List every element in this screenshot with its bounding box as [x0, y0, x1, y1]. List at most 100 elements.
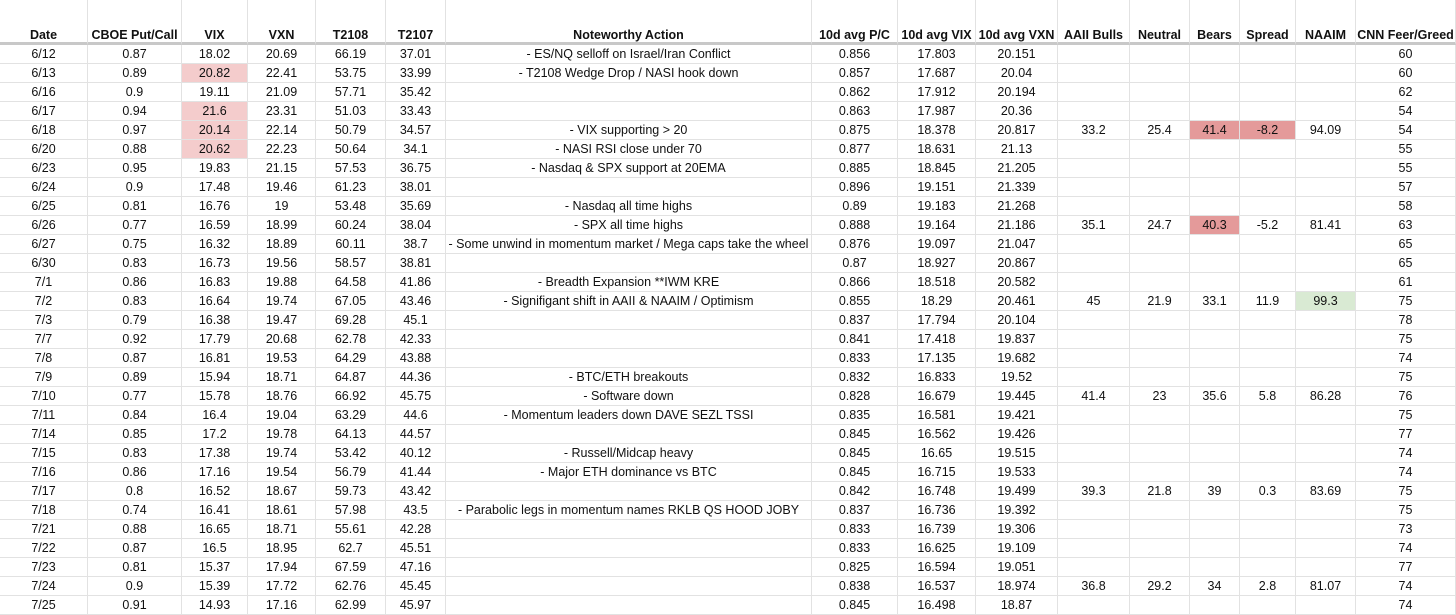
table-cell: 7/10: [0, 387, 88, 406]
table-cell: 16.76: [182, 197, 248, 216]
table-cell: 64.58: [316, 273, 386, 292]
table-cell: 64.87: [316, 368, 386, 387]
table-cell: [1058, 501, 1130, 520]
table-cell: 59.73: [316, 482, 386, 501]
table-cell: [1240, 368, 1296, 387]
table-cell: 17.79: [182, 330, 248, 349]
header-cell: T2108: [316, 0, 386, 45]
table-cell: 0.828: [812, 387, 898, 406]
table-cell: [1058, 349, 1130, 368]
table-cell: 58.57: [316, 254, 386, 273]
table-cell: 45.1: [386, 311, 446, 330]
table-cell: 19.47: [248, 311, 316, 330]
table-cell: - ES/NQ selloff on Israel/Iran Conflict: [446, 45, 812, 64]
table-cell: 21.15: [248, 159, 316, 178]
table-cell: 7/2: [0, 292, 88, 311]
table-cell: 69.28: [316, 311, 386, 330]
table-cell: 73: [1356, 520, 1456, 539]
table-cell: 0.79: [88, 311, 182, 330]
table-cell: 19.11: [182, 83, 248, 102]
table-cell: [446, 102, 812, 121]
table-cell: 33.1: [1190, 292, 1240, 311]
table-cell: [1130, 539, 1190, 558]
table-cell: 16.625: [898, 539, 976, 558]
table-cell: 19.56: [248, 254, 316, 273]
table-cell: 23: [1130, 387, 1190, 406]
table-cell: 18.29: [898, 292, 976, 311]
table-cell: 25.4: [1130, 121, 1190, 140]
table-cell: 74: [1356, 539, 1456, 558]
table-cell: [1296, 558, 1356, 577]
table-cell: [1190, 178, 1240, 197]
table-cell: 39.3: [1058, 482, 1130, 501]
table-cell: 62.7: [316, 539, 386, 558]
table-cell: 33.2: [1058, 121, 1130, 140]
table-cell: 99.3: [1296, 292, 1356, 311]
table-cell: 16.83: [182, 273, 248, 292]
table-cell: 0.87: [812, 254, 898, 273]
table-cell: 29.2: [1130, 577, 1190, 596]
table-cell: 6/16: [0, 83, 88, 102]
table-cell: 0.94: [88, 102, 182, 121]
table-cell: 55: [1356, 159, 1456, 178]
table-cell: 5.8: [1240, 387, 1296, 406]
table-cell: [1058, 463, 1130, 482]
table-cell: 0.856: [812, 45, 898, 64]
table-cell: 17.16: [248, 596, 316, 615]
table-cell: - Russell/Midcap heavy: [446, 444, 812, 463]
table-cell: 20.68: [248, 330, 316, 349]
table-cell: [1240, 45, 1296, 64]
table-cell: 7/7: [0, 330, 88, 349]
table-cell: 0.857: [812, 64, 898, 83]
table-cell: 64.29: [316, 349, 386, 368]
table-cell: [1130, 520, 1190, 539]
table-cell: 0.832: [812, 368, 898, 387]
table-cell: - Parabolic legs in momentum names RKLB …: [446, 501, 812, 520]
header-cell: CBOE Put/Call: [88, 0, 182, 45]
table-cell: 41.86: [386, 273, 446, 292]
table-cell: 7/23: [0, 558, 88, 577]
table-cell: 0.896: [812, 178, 898, 197]
table-cell: 45.45: [386, 577, 446, 596]
table-cell: 0.77: [88, 216, 182, 235]
table-cell: 0.88: [88, 140, 182, 159]
table-cell: 18.76: [248, 387, 316, 406]
table-cell: 15.39: [182, 577, 248, 596]
table-cell: 17.794: [898, 311, 976, 330]
table-cell: [446, 178, 812, 197]
table-cell: 16.59: [182, 216, 248, 235]
table-cell: 75: [1356, 330, 1456, 349]
table-cell: 0.86: [88, 273, 182, 292]
table-cell: 34.57: [386, 121, 446, 140]
table-cell: [1190, 273, 1240, 292]
table-cell: 43.5: [386, 501, 446, 520]
table-cell: [1058, 254, 1130, 273]
table-cell: 6/12: [0, 45, 88, 64]
table-cell: [1190, 235, 1240, 254]
table-cell: 50.79: [316, 121, 386, 140]
table-cell: [1058, 102, 1130, 121]
table-cell: 62.78: [316, 330, 386, 349]
table-cell: 6/26: [0, 216, 88, 235]
table-cell: 0.845: [812, 596, 898, 615]
table-cell: [1058, 596, 1130, 615]
table-cell: 0.825: [812, 558, 898, 577]
table-cell: 0.876: [812, 235, 898, 254]
table-cell: 35.1: [1058, 216, 1130, 235]
table-cell: [1130, 596, 1190, 615]
table-cell: 81.07: [1296, 577, 1356, 596]
table-cell: 40.12: [386, 444, 446, 463]
table-cell: 20.461: [976, 292, 1058, 311]
table-cell: 0.877: [812, 140, 898, 159]
table-cell: [1240, 349, 1296, 368]
table-cell: 21.047: [976, 235, 1058, 254]
table-cell: 16.38: [182, 311, 248, 330]
table-cell: 74: [1356, 444, 1456, 463]
table-cell: 65: [1356, 254, 1456, 273]
table-cell: 74: [1356, 596, 1456, 615]
table-cell: 40.3: [1190, 216, 1240, 235]
table-cell: [446, 539, 812, 558]
header-cell: Neutral: [1130, 0, 1190, 45]
table-cell: 47.16: [386, 558, 446, 577]
table-cell: [446, 330, 812, 349]
